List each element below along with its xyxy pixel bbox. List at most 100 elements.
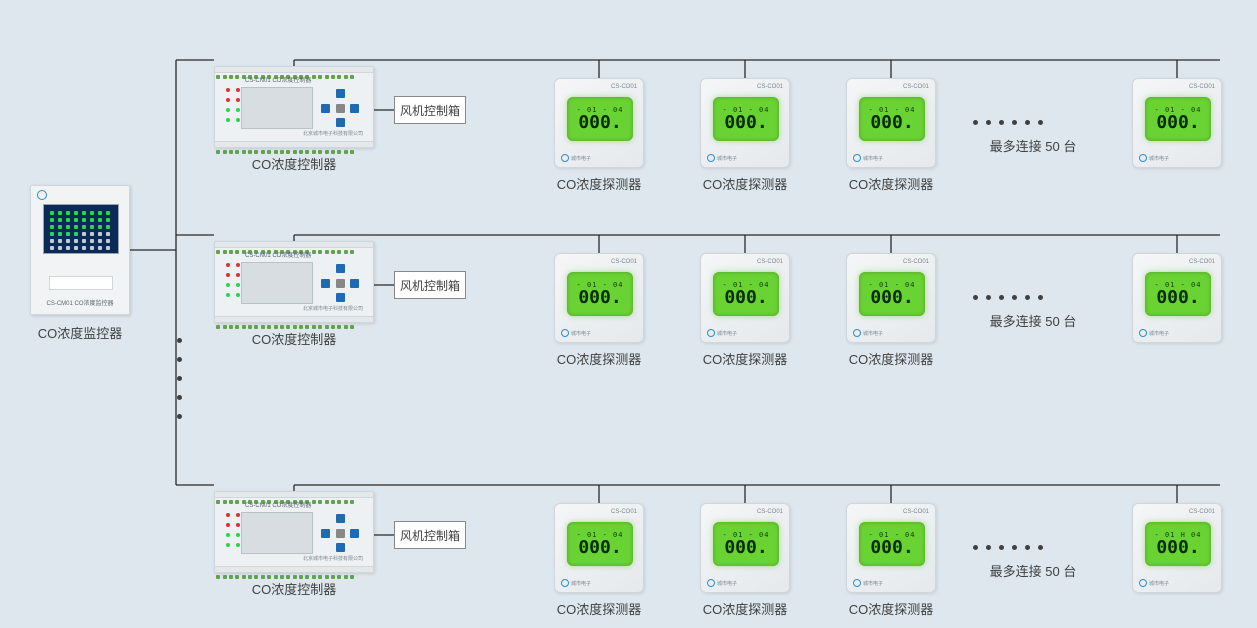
detector-model-text: CS-CO01 <box>757 84 783 90</box>
detector-readout-value: 000. <box>870 539 913 557</box>
detector-brand-text: 城市电子 <box>571 155 591 162</box>
detector-lcd: - 01 H 04000. <box>1145 522 1211 566</box>
detector-model-text: CS-CO01 <box>757 509 783 515</box>
detector-label: CO浓度探测器 <box>692 174 798 193</box>
detector-readout-value: 000. <box>870 289 913 307</box>
detector-lcd: - 01 - 04000. <box>713 522 779 566</box>
detector-readout-value: 000. <box>1156 114 1199 132</box>
detector-brand-text: 城市电子 <box>571 330 591 337</box>
detector-label: CO浓度探测器 <box>692 349 798 368</box>
controller-ellipsis-vertical <box>177 338 182 419</box>
detector-model-text: CS-CO01 <box>903 509 929 515</box>
detector-readout-value: 000. <box>578 539 621 557</box>
brand-logo-icon <box>1139 154 1147 162</box>
detector-label: CO浓度探测器 <box>838 349 944 368</box>
detector-brand-text: 城市电子 <box>863 580 883 587</box>
co-controller: CS-CN01 CO浓度控制器北京城市电子科技有限公司 <box>214 241 374 323</box>
brand-logo-icon <box>561 579 569 587</box>
detector-label: CO浓度探测器 <box>838 599 944 618</box>
terminal-rail-bottom <box>215 566 373 572</box>
detector-brand-text: 城市电子 <box>1149 155 1169 162</box>
detector-brand-text: 城市电子 <box>571 580 591 587</box>
detector-label: CO浓度探测器 <box>546 174 652 193</box>
controller-status-leds <box>223 260 243 300</box>
detector-readout-value: 000. <box>724 539 767 557</box>
brand-logo-icon <box>707 329 715 337</box>
co-detector: CS-CO01- 01 - 04000.城市电子 <box>846 78 936 168</box>
detector-ellipsis-horizontal <box>973 295 1043 300</box>
detector-model-text: CS-CO01 <box>903 259 929 265</box>
detector-lcd: - 01 - 04000. <box>567 522 633 566</box>
max-detectors-label: 最多连接 50 台 <box>963 311 1103 330</box>
detector-model-text: CS-CO01 <box>611 259 637 265</box>
co-detector: CS-CO01- 01 - 04000.城市电子 <box>700 503 790 593</box>
controller-model-text: CS-CN01 CO浓度控制器 <box>245 75 311 84</box>
controller-label: CO浓度控制器 <box>214 579 374 598</box>
dpad-right-icon <box>350 279 359 288</box>
detector-readout-value: 000. <box>724 114 767 132</box>
detector-lcd: - 01 - 04000. <box>713 97 779 141</box>
dpad-down-icon <box>336 543 345 552</box>
dpad-right-icon <box>350 529 359 538</box>
max-detectors-label: 最多连接 50 台 <box>963 561 1103 580</box>
fan-control-box: 风机控制箱 <box>394 271 466 299</box>
terminal-rail-bottom <box>215 316 373 322</box>
co-controller: CS-CN01 CO浓度控制器北京城市电子科技有限公司 <box>214 66 374 148</box>
monitor-model-text: CS-CM01 CO浓度监控器 <box>31 298 129 307</box>
terminal-rail-top <box>215 67 373 73</box>
dpad-left-icon <box>321 104 330 113</box>
detector-readout-value: 000. <box>1156 289 1199 307</box>
controller-lcd <box>241 512 313 554</box>
detector-readout-value: 000. <box>1156 539 1199 557</box>
detector-ellipsis-horizontal <box>973 120 1043 125</box>
controller-label: CO浓度控制器 <box>214 154 374 173</box>
co-monitor-panel: CS-CM01 CO浓度监控器 <box>30 185 130 315</box>
detector-model-text: CS-CO01 <box>1189 259 1215 265</box>
dpad-down-icon <box>336 293 345 302</box>
dpad-up-icon <box>336 89 345 98</box>
controller-lcd <box>241 262 313 304</box>
detector-label: CO浓度探测器 <box>546 349 652 368</box>
detector-ellipsis-horizontal <box>973 545 1043 550</box>
detector-lcd: - 01 - 04000. <box>1145 272 1211 316</box>
brand-logo-icon <box>1139 329 1147 337</box>
controller-manufacturer-text: 北京城市电子科技有限公司 <box>303 305 363 312</box>
detector-brand-text: 城市电子 <box>717 330 737 337</box>
detector-model-text: CS-CO01 <box>1189 84 1215 90</box>
dpad-center-icon <box>336 279 345 288</box>
detector-readout-value: 000. <box>578 114 621 132</box>
dpad-right-icon <box>350 104 359 113</box>
co-detector: CS-CO01- 01 - 04000.城市电子 <box>846 253 936 343</box>
detector-brand-text: 城市电子 <box>717 155 737 162</box>
detector-lcd: - 01 - 04000. <box>567 272 633 316</box>
detector-model-text: CS-CO01 <box>757 259 783 265</box>
co-detector: CS-CO01- 01 - 04000.城市电子 <box>846 503 936 593</box>
terminal-rail-top <box>215 242 373 248</box>
co-detector: CS-CO01- 01 - 04000.城市电子 <box>1132 253 1222 343</box>
brand-logo-icon <box>1139 579 1147 587</box>
detector-lcd: - 01 - 04000. <box>859 97 925 141</box>
co-detector: CS-CO01 - 01 - 04000. 城市电子 <box>700 78 790 168</box>
brand-logo-icon <box>707 579 715 587</box>
co-detector: CS-CO01- 01 - 04000.城市电子 <box>700 253 790 343</box>
dpad-center-icon <box>336 104 345 113</box>
detector-model-text: CS-CO01 <box>611 84 637 90</box>
dpad-left-icon <box>321 529 330 538</box>
co-controller: CS-CN01 CO浓度控制器北京城市电子科技有限公司 <box>214 491 374 573</box>
detector-label: CO浓度探测器 <box>838 174 944 193</box>
dpad-center-icon <box>336 529 345 538</box>
controller-lcd <box>241 87 313 129</box>
detector-model-text: CS-CO01 <box>903 84 929 90</box>
brand-logo-icon <box>853 579 861 587</box>
brand-logo-icon <box>561 154 569 162</box>
co-detector: CS-CO01 - 01 - 04000. 城市电子 <box>1132 78 1222 168</box>
detector-lcd: - 01 - 04000. <box>1145 97 1211 141</box>
controller-dpad <box>321 89 359 127</box>
co-detector: CS-CO01- 01 H 04000.城市电子 <box>1132 503 1222 593</box>
co-detector: CS-CO01 - 01 - 04000. 城市电子 <box>554 503 644 593</box>
dpad-up-icon <box>336 514 345 523</box>
detector-model-text: CS-CO01 <box>611 509 637 515</box>
detector-brand-text: 城市电子 <box>863 330 883 337</box>
fan-control-box: 风机控制箱 <box>394 96 466 124</box>
brand-logo-icon <box>37 190 47 200</box>
